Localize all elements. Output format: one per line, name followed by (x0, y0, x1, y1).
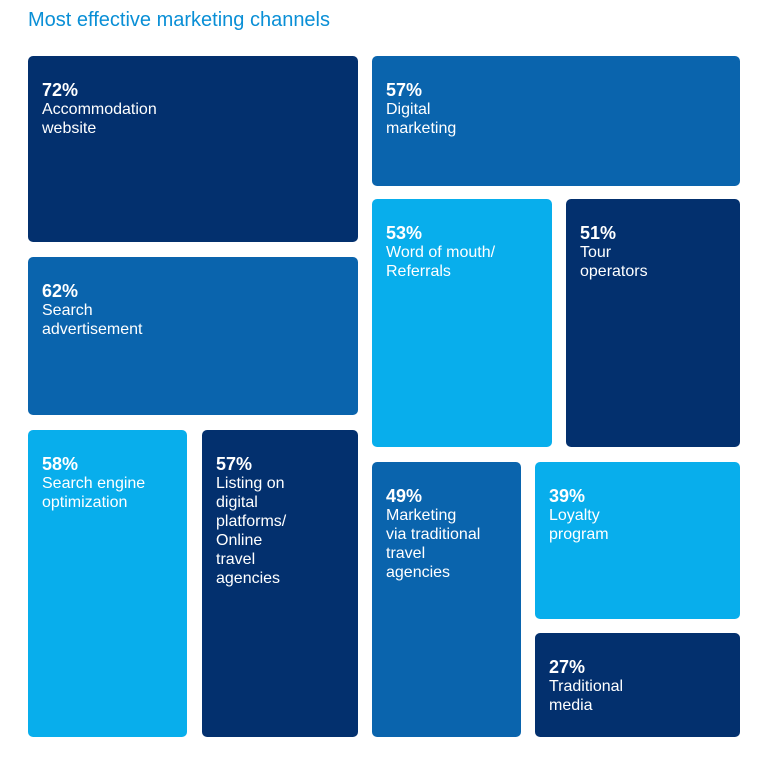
treemap-tile: 62% Search advertisement (28, 257, 358, 415)
tile-label: Tour operators (580, 244, 648, 280)
tile-value: 49% (386, 486, 423, 506)
treemap-tile: 72% Accommodation website (28, 56, 358, 242)
treemap-tile: 57% Listing on digital platforms/ Online … (202, 430, 358, 737)
treemap-tile: 57% Digital marketing (372, 56, 740, 186)
treemap-tile: 58% Search engine optimization (28, 430, 187, 737)
tile-value: 51% (580, 223, 617, 243)
tile-value: 39% (549, 486, 586, 506)
treemap-tile: 51% Tour operators (566, 199, 740, 447)
tile-label: Word of mouth/ Referrals (386, 244, 496, 280)
tile-label: Traditional media (549, 678, 624, 714)
tile-value: 58% (42, 454, 79, 474)
treemap-tile: 27% Traditional media (535, 633, 740, 737)
chart-title: Most effective marketing channels (28, 9, 331, 31)
tile-label: Listing on digital platforms/ Online tra… (216, 475, 287, 587)
tile-label: Search advertisement (42, 302, 143, 338)
tile-value: 27% (549, 657, 586, 677)
tile-value: 53% (386, 223, 423, 243)
treemap-tile: 39% Loyalty program (535, 462, 740, 619)
treemap-tile: 49% Marketing via traditional travel agen… (372, 462, 521, 737)
tile-value: 57% (386, 80, 423, 100)
treemap-tile: 53% Word of mouth/ Referrals (372, 199, 552, 447)
tile-label: Search engine optimization (42, 475, 146, 511)
tile-label: Digital marketing (386, 101, 457, 137)
tile-label: Accommodation website (42, 101, 157, 137)
tile-label: Loyalty program (549, 507, 609, 543)
tile-value: 72% (42, 80, 79, 100)
tile-label: Marketing via traditional travel agencie… (386, 507, 481, 581)
tile-value: 62% (42, 281, 79, 301)
tile-value: 57% (216, 454, 253, 474)
